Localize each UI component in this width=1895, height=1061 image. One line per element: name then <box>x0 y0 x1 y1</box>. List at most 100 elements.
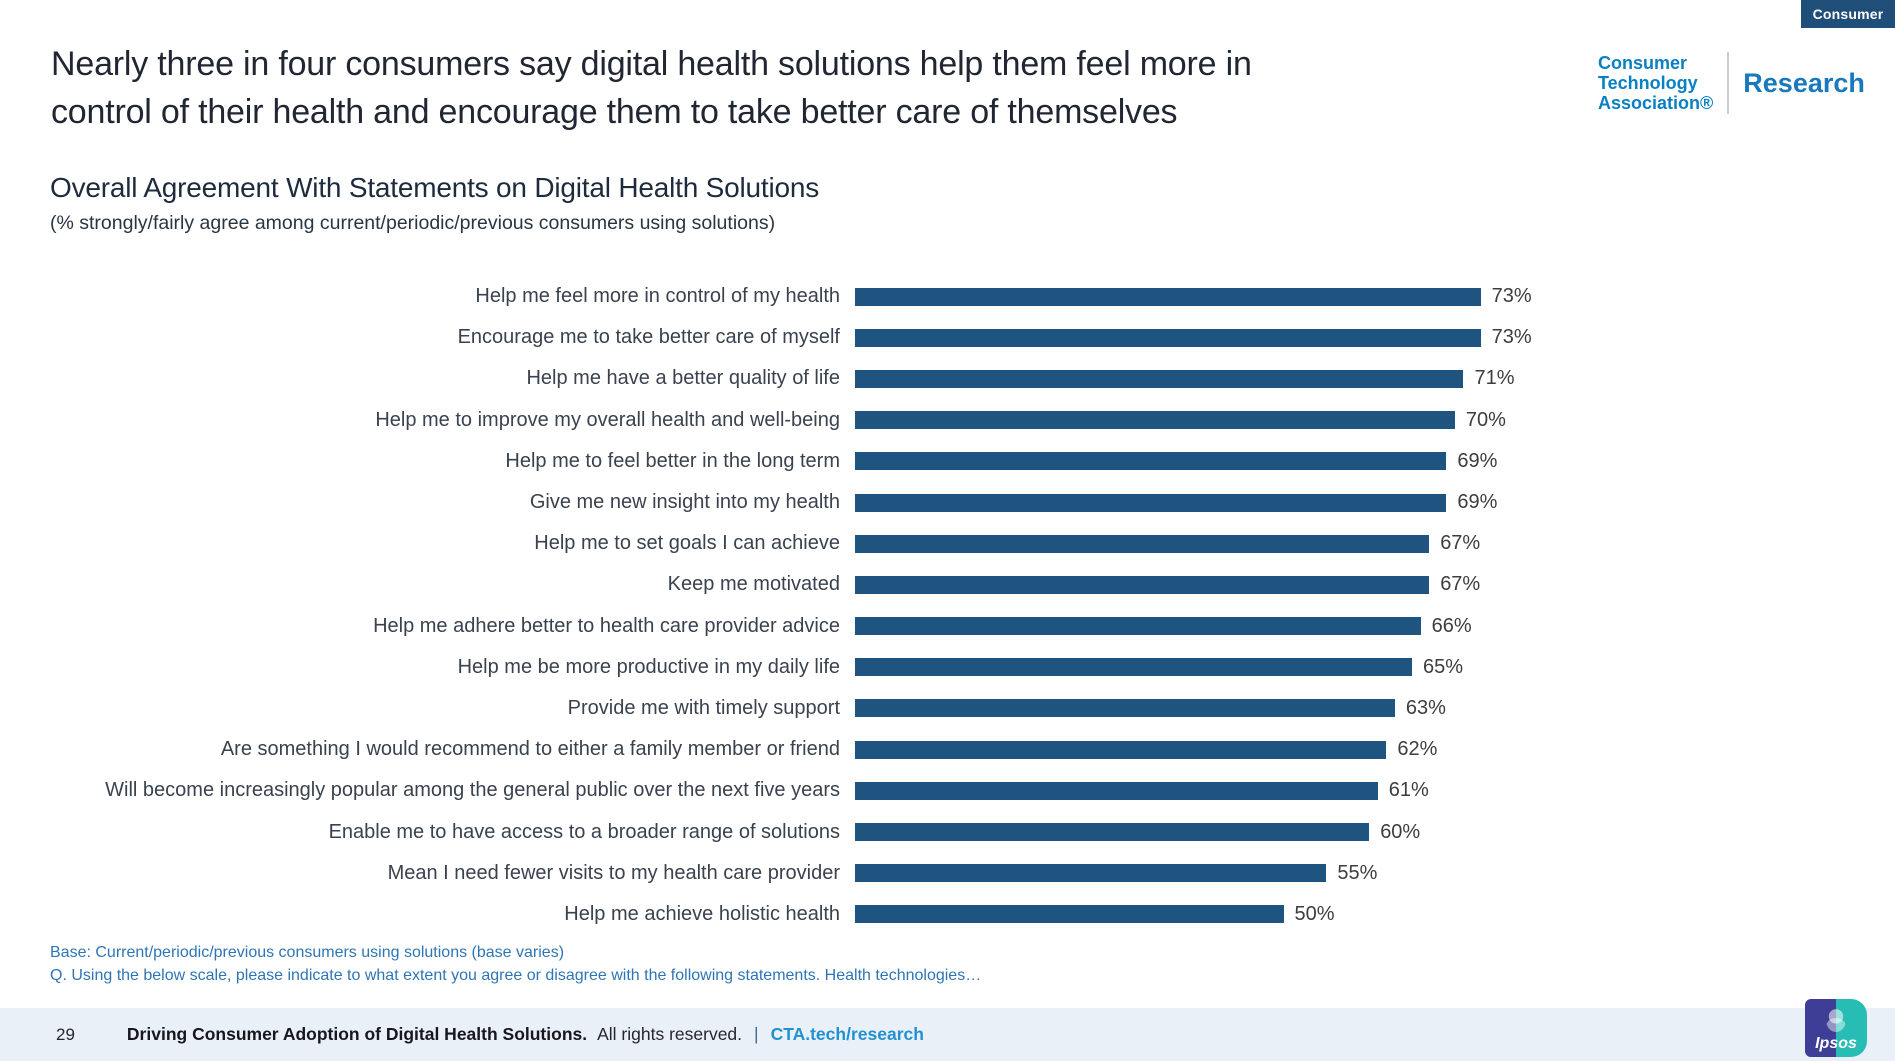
footer-rights: All rights reserved. <box>597 1024 743 1044</box>
bar <box>855 575 1430 594</box>
chart-row: Help me to set goals I can achieve 67% <box>40 523 1840 564</box>
chart-row: Encourage me to take better care of myse… <box>40 317 1840 358</box>
ipsos-logo: Ipsos <box>1805 999 1867 1057</box>
research-wordmark: Research <box>1743 67 1865 98</box>
bar-value: 73% <box>1491 285 1532 308</box>
bar-label: Encourage me to take better care of myse… <box>457 326 840 349</box>
bar-value: 61% <box>1388 779 1429 802</box>
bar <box>855 328 1481 347</box>
chart-row: Help me achieve holistic health 50% <box>40 894 1840 935</box>
bar <box>855 781 1378 800</box>
bar-value: 60% <box>1380 820 1421 843</box>
bar <box>855 411 1455 430</box>
bar <box>855 864 1327 883</box>
chart-title: Overall Agreement With Statements on Dig… <box>50 172 820 203</box>
bar-label: Are something I would recommend to eithe… <box>220 738 840 761</box>
cta-logo-line1: Consumer <box>1598 52 1688 73</box>
bar-value: 63% <box>1405 696 1446 719</box>
chart-row: Mean I need fewer visits to my health ca… <box>40 853 1840 894</box>
ipsos-wordmark: Ipsos <box>1815 1035 1857 1052</box>
bar-area: 50% <box>855 903 1335 926</box>
bar-value: 69% <box>1457 491 1498 514</box>
bar-value: 73% <box>1491 326 1532 349</box>
footer-report-title: Driving Consumer Adoption of Digital Hea… <box>126 1024 588 1044</box>
bar-label: Help me adhere better to health care pro… <box>373 614 840 637</box>
footnote-question: Q. Using the below scale, please indicat… <box>50 967 982 985</box>
cta-research-logo: Consumer Technology Association® Researc… <box>1598 52 1865 114</box>
bar <box>855 369 1464 388</box>
bar-area: 67% <box>855 573 1480 596</box>
bar <box>855 534 1430 553</box>
bar <box>855 823 1370 842</box>
page-number: 29 <box>56 1024 75 1044</box>
chart-row: Help me to feel better in the long term 6… <box>40 441 1840 482</box>
bar-value: 67% <box>1440 532 1481 555</box>
bar-area: 73% <box>855 285 1532 308</box>
chart-row: Help me be more productive in my daily l… <box>40 647 1840 688</box>
ipsos-silhouette-icon <box>1826 1008 1846 1032</box>
bar-area: 66% <box>855 615 1472 638</box>
bar <box>855 699 1395 718</box>
bar-label: Provide me with timely support <box>567 696 840 719</box>
footnote-base: Base: Current/periodic/previous consumer… <box>50 944 565 961</box>
footer-bar: 29 Driving Consumer Adoption of Digital … <box>0 1008 1895 1061</box>
bar-area: 62% <box>855 738 1437 761</box>
bar-area: 73% <box>855 326 1532 349</box>
bar <box>855 617 1421 636</box>
chart-row: Will become increasingly popular among t… <box>40 770 1840 811</box>
bar-label: Mean I need fewer visits to my health ca… <box>387 861 840 884</box>
bar-label: Help me to improve my overall health and… <box>375 408 840 431</box>
bar <box>855 452 1447 471</box>
bar-value: 66% <box>1431 614 1472 637</box>
bar-label: Enable me to have access to a broader ra… <box>328 820 840 843</box>
chart-row: Provide me with timely support 63% <box>40 688 1840 729</box>
bar-label: Will become increasingly popular among t… <box>105 779 840 802</box>
bar-area: 70% <box>855 409 1506 432</box>
chart-row: Help me to improve my overall health and… <box>40 400 1840 441</box>
bar-area: 55% <box>855 862 1377 885</box>
bar-chart: Help me feel more in control of my healt… <box>40 276 1840 935</box>
bar-area: 63% <box>855 697 1446 720</box>
cta-logo-text: Consumer Technology Association® <box>1598 53 1713 113</box>
bar-label: Help me feel more in control of my healt… <box>475 285 840 308</box>
bar-label: Give me new insight into my health <box>529 491 840 514</box>
bar-value: 71% <box>1474 367 1515 390</box>
bar <box>855 905 1284 924</box>
bar-area: 65% <box>855 656 1463 679</box>
consumer-badge: Consumer <box>1801 0 1895 28</box>
bar-label: Help me to feel better in the long term <box>505 449 840 472</box>
cta-logo-line2: Technology <box>1598 72 1698 93</box>
footnotes: Base: Current/periodic/previous consumer… <box>50 941 981 987</box>
bar-area: 69% <box>855 450 1497 473</box>
bar <box>855 658 1413 677</box>
bar-value: 70% <box>1465 408 1506 431</box>
cta-research-link[interactable]: CTA.tech/research <box>770 1024 924 1044</box>
bar-value: 50% <box>1294 902 1335 925</box>
bar <box>855 287 1481 306</box>
bar <box>855 493 1447 512</box>
bar-area: 67% <box>855 532 1480 555</box>
bar-value: 69% <box>1457 449 1498 472</box>
bar-label: Help me be more productive in my daily l… <box>457 655 840 678</box>
bar <box>855 740 1387 759</box>
chart-subtitle: (% strongly/fairly agree among current/p… <box>50 212 776 234</box>
chart-row: Give me new insight into my health 69% <box>40 482 1840 523</box>
bar-label: Keep me motivated <box>667 573 840 596</box>
cta-logo-line3: Association® <box>1598 93 1714 114</box>
chart-row: Help me have a better quality of life 71% <box>40 358 1840 399</box>
chart-row: Keep me motivated 67% <box>40 564 1840 605</box>
bar-value: 55% <box>1337 861 1378 884</box>
chart-row: Help me adhere better to health care pro… <box>40 606 1840 647</box>
bar-label: Help me achieve holistic health <box>564 902 840 925</box>
bar-area: 60% <box>855 821 1420 844</box>
bar-value: 67% <box>1440 573 1481 596</box>
bar-area: 71% <box>855 367 1515 390</box>
bar-area: 61% <box>855 779 1429 802</box>
bar-label: Help me have a better quality of life <box>526 367 840 390</box>
page-title: Nearly three in four consumers say digit… <box>51 45 1252 132</box>
bar-label: Help me to set goals I can achieve <box>534 532 840 555</box>
footer-separator: | <box>754 1024 759 1044</box>
chart-row: Help me feel more in control of my healt… <box>40 276 1840 317</box>
logo-divider <box>1727 52 1730 114</box>
